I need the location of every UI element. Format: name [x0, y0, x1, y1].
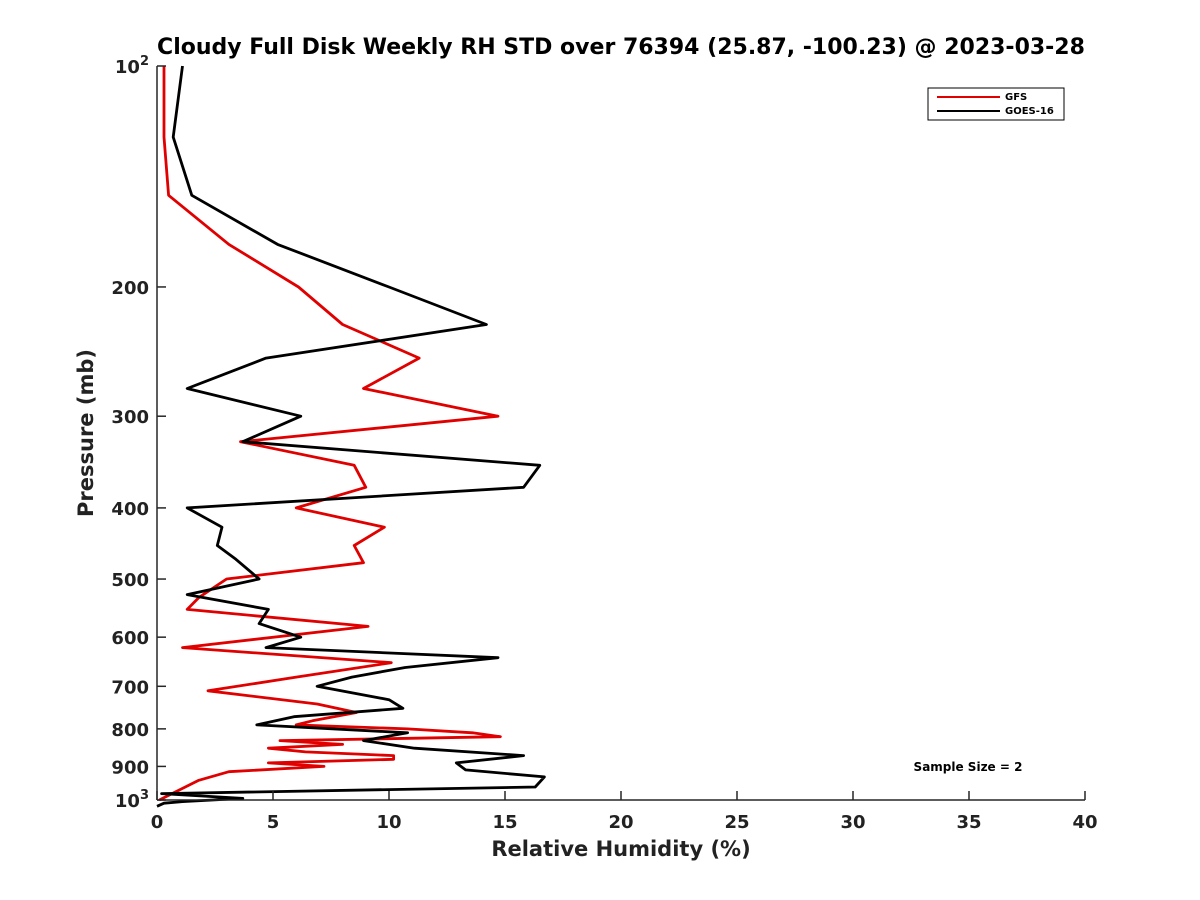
x-tick-label: 40 [1072, 812, 1097, 833]
legend-box [927, 87, 1065, 121]
x-tick-label: 35 [956, 812, 981, 833]
y-tick-label: 400 [111, 499, 149, 520]
x-tick-label: 30 [840, 812, 865, 833]
y-tick-label: 500 [111, 570, 149, 591]
y-tick-label: 300 [111, 407, 149, 428]
y-tick-label: 103 [115, 788, 149, 812]
series-line-goes-16 [156, 65, 546, 808]
y-tick-label: 900 [111, 757, 149, 778]
x-tick-label: 10 [376, 812, 401, 833]
sample-size-annotation: Sample Size = 2 [914, 760, 1023, 774]
y-tick-label: 800 [111, 720, 149, 741]
x-tick-label: 5 [267, 812, 280, 833]
x-tick-label: 15 [492, 812, 517, 833]
y-tick-label: 200 [111, 278, 149, 299]
chart-title: Cloudy Full Disk Weekly RH STD over 7639… [157, 35, 1085, 60]
x-tick-label: 20 [608, 812, 633, 833]
x-tick-label: 25 [724, 812, 749, 833]
y-tick-label: 700 [111, 677, 149, 698]
x-tick-label: 0 [151, 812, 164, 833]
axes-layer [156, 66, 1085, 801]
legend: GFS GOES-16 [927, 87, 1065, 121]
y-tick-label: 600 [111, 628, 149, 649]
legend-label-gfs: GFS [1005, 92, 1027, 103]
y-axis-label: Pressure (mb) [74, 349, 98, 517]
series-layer [156, 65, 546, 808]
y-tick-label: 102 [115, 54, 149, 78]
ticks-layer: 0 5 10 15 20 25 30 35 40 102 200 300 400 500 600 700 800… [111, 54, 1097, 833]
legend-label-goes-16: GOES-16 [1005, 106, 1054, 117]
x-axis-label: Relative Humidity (%) [491, 837, 750, 861]
series-line-gfs [158, 66, 502, 802]
